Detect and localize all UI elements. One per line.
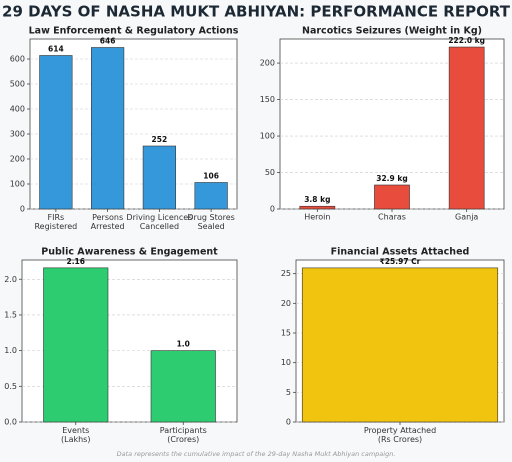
- y-tick-label: 500: [10, 80, 25, 89]
- y-tick-label: 200: [10, 155, 25, 164]
- footnote: Data represents the cumulative impact of…: [117, 450, 396, 458]
- x-tick-label: Driving Licences Cancelled: [126, 213, 192, 231]
- y-tick-label: 100: [10, 180, 25, 189]
- y-tick-label: 0: [20, 205, 25, 214]
- x-tick-label: Property Attached (Rs Crores): [364, 426, 436, 444]
- y-tick-label: 300: [10, 130, 25, 139]
- bar: [299, 205, 336, 210]
- value-label: 646: [100, 37, 116, 46]
- y-tick-label: 1.5: [4, 310, 17, 319]
- y-tick-label: 50: [265, 168, 275, 177]
- x-tick-label: Drug Stores Sealed: [187, 213, 234, 231]
- value-label: 106: [203, 172, 219, 181]
- value-label: 32.9 kg: [376, 174, 407, 183]
- bar: [301, 267, 499, 423]
- bar: [374, 184, 410, 210]
- value-label: ₹25.97 Cr: [380, 257, 421, 266]
- x-tick-label: Heroin: [304, 213, 330, 222]
- chart-title: Narcotics Seizures (Weight in Kg): [302, 26, 482, 37]
- y-tick-label: 5: [286, 388, 291, 397]
- y-tick-label: 400: [10, 105, 25, 114]
- bar: [91, 47, 125, 210]
- value-label: 252: [152, 135, 168, 144]
- bar: [39, 55, 73, 210]
- value-label: 222.0 kg: [448, 36, 485, 45]
- value-label: 1.0: [177, 340, 190, 349]
- y-tick-label: 0: [270, 205, 275, 214]
- y-tick-label: 25: [281, 269, 291, 278]
- bar: [194, 182, 228, 210]
- y-tick-label: 15: [281, 328, 291, 337]
- value-label: 2.16: [66, 257, 85, 266]
- bar: [448, 46, 485, 210]
- y-tick-label: 100: [260, 132, 275, 141]
- y-tick-label: 150: [260, 95, 275, 104]
- x-tick-label: Participants (Crores): [160, 426, 207, 444]
- x-tick-label: Charas: [378, 213, 406, 222]
- x-tick-label: Events (Lakhs): [61, 426, 90, 444]
- chart-title: Financial Assets Attached: [331, 247, 470, 258]
- bar: [142, 145, 176, 210]
- y-tick-label: 0.5: [4, 382, 17, 391]
- y-tick-label: 0.0: [4, 418, 17, 427]
- x-tick-label: Ganja: [455, 213, 478, 222]
- y-tick-label: 200: [260, 59, 275, 68]
- value-label: 614: [48, 45, 64, 54]
- y-tick-label: 2.0: [4, 275, 17, 284]
- chart-title: Law Enforcement & Regulatory Actions: [29, 26, 239, 37]
- bar: [150, 350, 216, 423]
- bar: [43, 267, 109, 423]
- value-label: 3.8 kg: [304, 195, 330, 204]
- main-title: 29 DAYS OF NASHA MUKT ABHIYAN: PERFORMAN…: [2, 3, 511, 21]
- y-tick-label: 0: [286, 418, 291, 427]
- y-tick-label: 600: [10, 55, 25, 64]
- y-tick-label: 10: [281, 358, 291, 367]
- y-tick-label: 20: [281, 299, 291, 308]
- x-tick-label: FIRs Registered: [34, 213, 77, 231]
- y-tick-label: 1.0: [4, 346, 17, 355]
- x-tick-label: Persons Arrested: [91, 213, 125, 231]
- chart-title: Public Awareness & Engagement: [41, 247, 218, 258]
